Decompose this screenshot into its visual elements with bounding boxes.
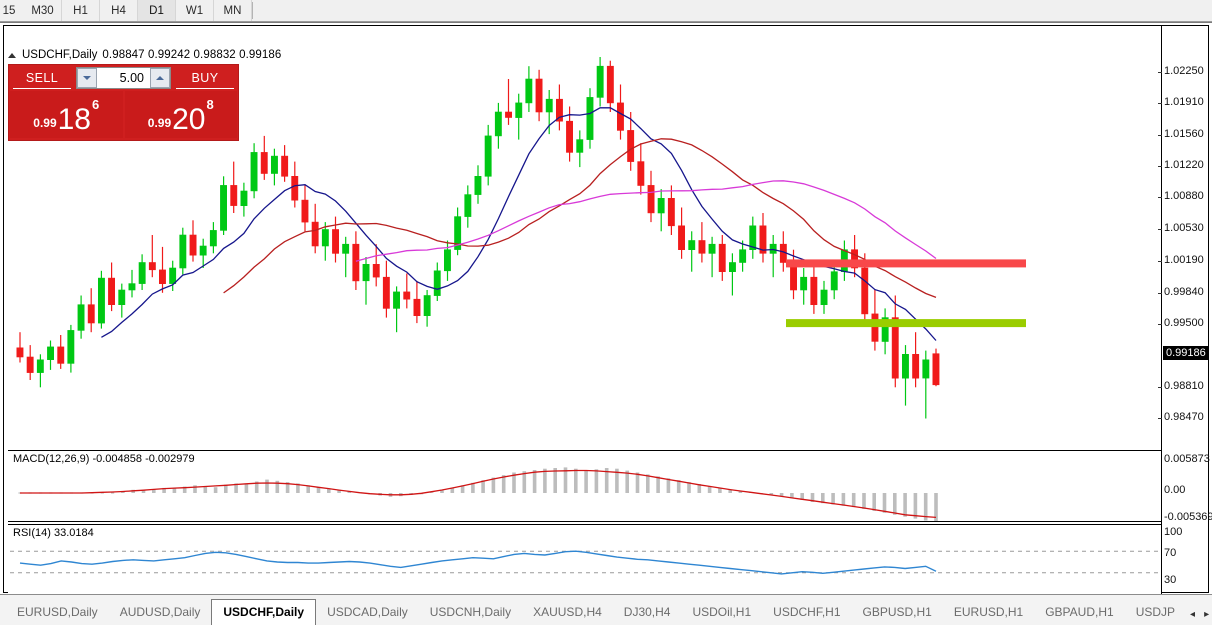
macd-plot xyxy=(18,467,938,521)
timeframe-button-w1[interactable]: W1 xyxy=(176,0,214,21)
volume-stepper[interactable]: 5.00 xyxy=(76,67,171,89)
chart-tabs-bar: EURUSD,Daily AUDUSD,Daily USDCHF,Daily USDC… xyxy=(0,594,1212,625)
price-axis-tick xyxy=(1158,387,1162,389)
price-axis-label: 1.01910 xyxy=(1164,95,1204,108)
price-axis-tick xyxy=(1158,323,1162,325)
price-axis-tick xyxy=(1158,71,1162,73)
chart-tab-eurusd-daily[interactable]: EURUSD,Daily xyxy=(17,605,98,619)
price-axis-label: 0.99840 xyxy=(1164,285,1204,298)
rsi-axis-label: 100 xyxy=(1164,526,1183,538)
timeframe-toolbar: 15 M30 H1 H4 D1 W1 MN xyxy=(0,0,1212,22)
chart-tab-dj30-h4[interactable]: DJ30,H4 xyxy=(623,605,671,619)
price-axis-tick xyxy=(1158,166,1162,168)
chart-area[interactable]: MACD(12,26,9) -0.004858 -0.002979 RSI(14… xyxy=(0,22,1212,612)
price-axis-tick xyxy=(1158,134,1162,136)
volume-decrement-button[interactable] xyxy=(77,68,97,88)
scroll-right-icon[interactable]: ▸ xyxy=(1204,609,1210,620)
sell-price-fraction: 6 xyxy=(92,97,100,112)
chart-tab-usdcad-daily[interactable]: USDCAD,Daily xyxy=(327,605,408,619)
chevron-down-icon xyxy=(83,76,91,80)
sell-price-prefix: 0.99 xyxy=(33,116,57,130)
rsi-label: RSI(14) 33.0184 xyxy=(13,527,94,539)
trade-panel-controls: SELL 5.00 BUY xyxy=(9,65,238,91)
price-axis-tick xyxy=(1158,292,1162,294)
buy-price-quote[interactable]: 0.99 20 8 xyxy=(124,91,237,138)
price-axis-tick xyxy=(1158,260,1162,262)
price-axis-label: 0.98470 xyxy=(1164,411,1204,424)
chart-tab-audusd-daily[interactable]: AUDUSD,Daily xyxy=(119,605,201,619)
macd-axis-label: 0.005873 xyxy=(1164,453,1210,465)
price-axis-label: 0.98810 xyxy=(1164,380,1204,393)
rsi-plot xyxy=(10,550,1158,575)
price-axis-tick xyxy=(1158,102,1162,104)
macd-axis-label: 0.00 xyxy=(1164,484,1186,496)
price-axis-tick xyxy=(1158,418,1162,420)
chart-tab-usdoil-h1[interactable]: USDOil,H1 xyxy=(692,605,752,619)
buy-price-fraction: 8 xyxy=(206,97,214,112)
price-axis-label: 1.00880 xyxy=(1164,190,1204,203)
chart-symbol-label: USDCHF,Daily xyxy=(22,49,98,61)
chart-tab-eurusd-h1[interactable]: EURUSD,H1 xyxy=(953,605,1024,619)
chart-tab-usdchf-h1[interactable]: USDCHF,H1 xyxy=(773,605,841,619)
chart-tab-usdchf-daily[interactable]: USDCHF,Daily xyxy=(211,599,317,625)
volume-value[interactable]: 5.00 xyxy=(119,71,144,85)
toolbar-separator xyxy=(252,2,253,19)
timeframe-button-mn[interactable]: MN xyxy=(214,0,252,21)
rsi-panel[interactable]: RSI(14) 33.0184 xyxy=(8,524,1161,596)
buy-price-prefix: 0.99 xyxy=(147,116,172,130)
price-scale-divider xyxy=(1161,26,1162,594)
one-click-trading-panel[interactable]: SELL 5.00 BUY 0.99 18 6 0.99 20 8 xyxy=(8,64,239,141)
current-price-label: 0.99186 xyxy=(1163,345,1209,360)
sell-price-big: 18 xyxy=(57,103,91,136)
timeframe-button-m30[interactable]: M30 xyxy=(24,0,62,21)
chart-tab-xauusd-h4[interactable]: XAUUSD,H4 xyxy=(533,605,602,619)
price-axis-tick xyxy=(1158,197,1162,199)
chart-ohlc-values: 0.98847 0.99242 0.98832 0.99186 xyxy=(102,49,282,61)
chart-tab-gbpusd-h1[interactable]: GBPUSD,H1 xyxy=(862,605,932,619)
macd-axis-label: -0.005369 xyxy=(1164,511,1212,523)
chart-frame: MACD(12,26,9) -0.004858 -0.002979 RSI(14… xyxy=(3,25,1209,612)
price-axis-label: 1.01220 xyxy=(1164,159,1204,172)
price-axis-label: 1.02250 xyxy=(1164,64,1204,77)
price-axis-label: 0.99500 xyxy=(1164,316,1204,329)
buy-price-big: 20 xyxy=(172,103,206,136)
candlestick-plot xyxy=(16,57,1026,419)
chart-tab-usdcnh-daily[interactable]: USDCNH,Daily xyxy=(429,605,512,619)
timeframe-button-d1[interactable]: D1 xyxy=(138,0,176,21)
rsi-axis-label: 30 xyxy=(1164,574,1177,586)
scroll-left-icon[interactable]: ◂ xyxy=(1190,609,1196,620)
volume-increment-button[interactable] xyxy=(150,68,170,88)
chart-header: USDCHF,Daily 0.98847 0.99242 0.98832 0.9… xyxy=(8,49,281,61)
macd-panel[interactable]: MACD(12,26,9) -0.004858 -0.002979 xyxy=(8,450,1161,522)
macd-label: MACD(12,26,9) -0.004858 -0.002979 xyxy=(13,453,195,465)
buy-button[interactable]: BUY xyxy=(176,68,234,89)
timeframe-button-h1[interactable]: H1 xyxy=(62,0,100,21)
chart-tab-usdjp[interactable]: USDJP xyxy=(1135,605,1176,619)
chevron-up-icon xyxy=(156,76,164,80)
chart-tab-gbpaud-h1[interactable]: GBPAUD,H1 xyxy=(1045,605,1114,619)
sell-price-quote[interactable]: 0.99 18 6 xyxy=(10,91,123,138)
tab-scroll-controls: ◂ ▸ xyxy=(1186,609,1212,625)
timeframe-button-15[interactable]: 15 xyxy=(2,4,16,17)
trade-panel-quotes: 0.99 18 6 0.99 20 8 xyxy=(9,91,238,140)
price-axis-label: 1.00530 xyxy=(1164,222,1204,235)
toolbar-empty-space xyxy=(253,0,1212,21)
collapse-triangle-icon[interactable] xyxy=(8,52,16,58)
price-axis-label: 1.00190 xyxy=(1164,253,1204,266)
price-axis-tick xyxy=(1158,229,1162,231)
rsi-axis-label: 70 xyxy=(1164,547,1177,559)
price-axis-label: 1.01560 xyxy=(1164,127,1204,140)
timeframe-button-h4[interactable]: H4 xyxy=(100,0,138,21)
sell-button[interactable]: SELL xyxy=(13,68,71,89)
